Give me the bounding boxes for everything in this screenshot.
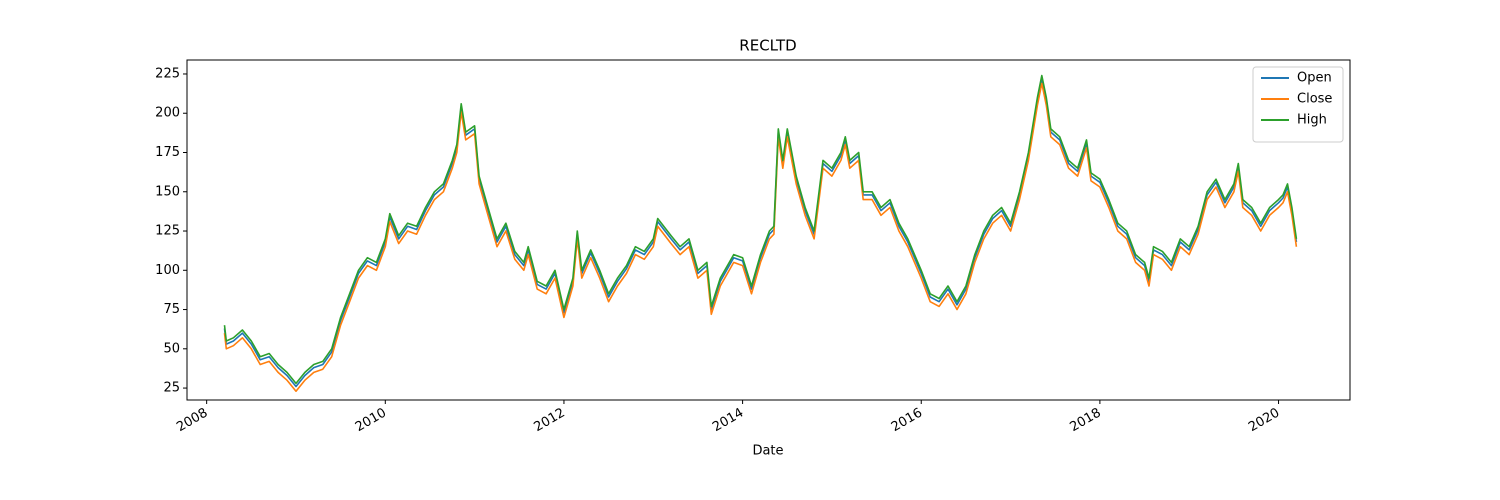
x-axis-label: Date [752,444,783,459]
x-tick-label: 2008 [174,406,210,436]
plot-frame [186,59,1351,401]
y-tick-label: 75 [163,302,180,317]
x-tick-label: 2014 [710,406,746,436]
series-line [223,74,1298,385]
y-tick-label: 25 [163,381,180,396]
x-tick-label: 2016 [889,406,925,436]
legend-box [1252,66,1344,143]
legend-label: Close [1297,92,1332,107]
series-line [223,82,1298,392]
x-tick-label: 2010 [353,406,389,436]
x-tick-label: 2020 [1246,406,1282,436]
y-tick-label: 225 [155,66,180,81]
y-tick-label: 50 [163,341,180,356]
y-tick-label: 175 [155,145,180,160]
chart-title: RECLTD [739,37,796,55]
x-tick-label: 2012 [532,406,568,436]
y-tick-label: 125 [155,224,180,239]
y-tick-label: 150 [155,184,180,199]
y-tick-label: 200 [155,106,180,121]
legend-label: High [1297,113,1327,128]
y-tick-label: 100 [155,263,180,278]
legend-label: Open [1297,71,1332,86]
x-tick-label: 2018 [1067,406,1103,436]
series-line [223,77,1298,388]
